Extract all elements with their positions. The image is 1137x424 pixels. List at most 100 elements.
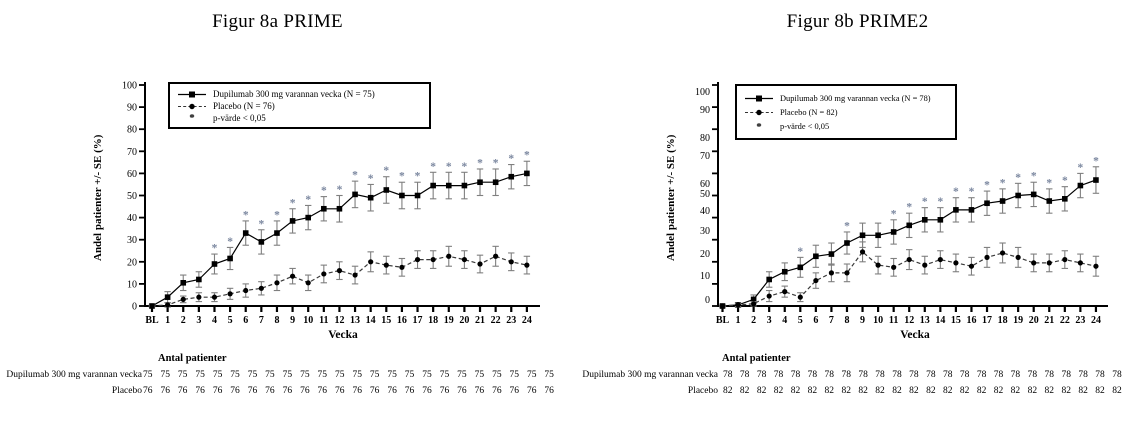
- patient-count-cell: 76: [369, 386, 380, 396]
- legend-entry-significance: * p-värde < 0,05: [176, 113, 423, 124]
- patient-count-cell: 76: [247, 386, 258, 396]
- patient-count-cell: 82: [909, 386, 919, 396]
- circle-marker: [524, 262, 530, 268]
- patient-count-cell: 76: [177, 386, 188, 396]
- patient-count-cell: 78: [1044, 370, 1055, 380]
- square-marker: [937, 217, 944, 223]
- figure-a-x-axis-label: Vecka: [328, 329, 358, 341]
- asterisk-icon: *: [415, 171, 421, 183]
- patient-count-cell: 82: [858, 386, 868, 396]
- circle-marker: [1062, 256, 1068, 263]
- patient-count-cell: 78: [1078, 370, 1088, 380]
- square-marker: [984, 200, 990, 207]
- x-tick-label: 23: [506, 315, 516, 326]
- patient-count-cell: 76: [317, 386, 328, 396]
- patient-count-cell: 82: [807, 386, 818, 396]
- figure-a-patient-counts-placebo: 76 76 76 76 76 76 76 76 76 76 76 76 76 76 76 76 76 76 76 76…: [143, 386, 554, 396]
- figure-b-table-header: Antal patienter: [722, 353, 791, 364]
- asterisk-icon: *: [462, 161, 468, 173]
- figure-b-table-row-label-dupilumab: Dupilumab 300 mg varannan vecka: [582, 370, 718, 380]
- asterisk-icon: *: [337, 184, 343, 196]
- figure-b-table-row-label-placebo: Placebo: [687, 386, 718, 396]
- square-marker: [211, 261, 218, 267]
- patient-count-cell: 76: [439, 386, 450, 396]
- x-tick-label: 12: [334, 315, 344, 326]
- square-marker: [906, 222, 913, 229]
- x-tick-label: 18: [998, 315, 1008, 326]
- patient-count-cell: 75: [282, 370, 293, 380]
- patient-count-cell: 75: [317, 370, 328, 380]
- square-marker: [953, 207, 959, 213]
- square-marker: [1046, 198, 1053, 204]
- asterisk-icon: *: [212, 243, 218, 255]
- figure-a-legend: Dupilumab 300 mg varannan vecka (N = 75)…: [168, 82, 431, 129]
- y-tick-label: 100: [122, 81, 137, 92]
- patient-count-cell: 82: [1010, 386, 1021, 396]
- asterisk-icon: *: [906, 202, 912, 214]
- asterisk-icon: *: [493, 157, 499, 169]
- placebo-series: [719, 241, 1100, 309]
- x-tick-label: 13: [350, 315, 360, 326]
- circle-marker: [797, 294, 803, 300]
- x-tick-label: 4: [782, 315, 787, 326]
- legend-label-placebo: Placebo (N = 76): [213, 101, 275, 111]
- square-marker: [274, 230, 280, 236]
- x-tick-label: 22: [491, 315, 501, 326]
- asterisk-icon: *: [508, 153, 514, 165]
- circle-marker: [953, 260, 959, 266]
- square-marker: [1062, 196, 1068, 202]
- legend-label-dupilumab: Dupilumab 300 mg varannan vecka (N = 75): [213, 89, 375, 99]
- circle-marker: [336, 268, 343, 274]
- patient-count-cell: 75: [369, 370, 380, 380]
- circle-marker: [984, 254, 990, 260]
- patient-count-cell: 75: [457, 370, 467, 380]
- y-tick-label: 20: [127, 257, 137, 268]
- y-tick-label: 20: [700, 249, 710, 260]
- patient-count-cell: 78: [926, 370, 936, 380]
- patient-count-cell: 78: [824, 370, 835, 380]
- circle-marker: [368, 259, 374, 265]
- x-tick-label: 14: [935, 315, 945, 326]
- patient-count-cell: 78: [1095, 370, 1105, 380]
- y-tick-label: 60: [127, 169, 137, 180]
- patient-count-cell: 82: [841, 386, 851, 396]
- patient-count-cell: 76: [387, 386, 397, 396]
- patient-count-cell: 75: [177, 370, 188, 380]
- x-tick-label: 8: [274, 315, 279, 326]
- patient-count-cell: 76: [544, 386, 554, 396]
- legend-label-dupilumab: Dupilumab 300 mg varannan vecka (N = 78): [780, 94, 931, 103]
- asterisk-icon: *: [446, 161, 452, 173]
- y-tick-label: 0: [132, 302, 137, 313]
- patient-count-cell: 78: [1061, 370, 1071, 380]
- circle-marker: [227, 291, 233, 297]
- square-marker: [508, 173, 515, 180]
- x-tick-label: 7: [829, 315, 834, 326]
- x-tick-label: 3: [196, 315, 201, 326]
- square-marker: [399, 192, 405, 199]
- y-tick-label: 80: [700, 133, 710, 144]
- x-tick-label: 10: [873, 315, 883, 326]
- patient-count-cell: 78: [1010, 370, 1021, 380]
- patient-count-cell: 82: [1095, 386, 1105, 396]
- patient-count-cell: 82: [790, 386, 801, 396]
- x-tick-label: 3: [767, 315, 772, 326]
- circle-marker: [875, 262, 881, 268]
- patient-count-cell: 82: [875, 386, 885, 396]
- circle-marker: [196, 294, 202, 300]
- square-marker: [492, 179, 499, 186]
- patient-count-cell: 76: [212, 386, 223, 396]
- y-tick-label: 10: [700, 271, 710, 282]
- x-tick-label: 6: [243, 315, 248, 326]
- y-tick-label: 40: [127, 213, 137, 224]
- circle-marker: [844, 270, 850, 276]
- square-marker: [1093, 177, 1099, 183]
- patient-count-cell: 82: [1112, 386, 1122, 396]
- x-tick-label: 6: [813, 315, 818, 326]
- asterisk-icon: *: [243, 209, 249, 221]
- circle-marker: [180, 296, 186, 302]
- square-marker: [1077, 182, 1084, 189]
